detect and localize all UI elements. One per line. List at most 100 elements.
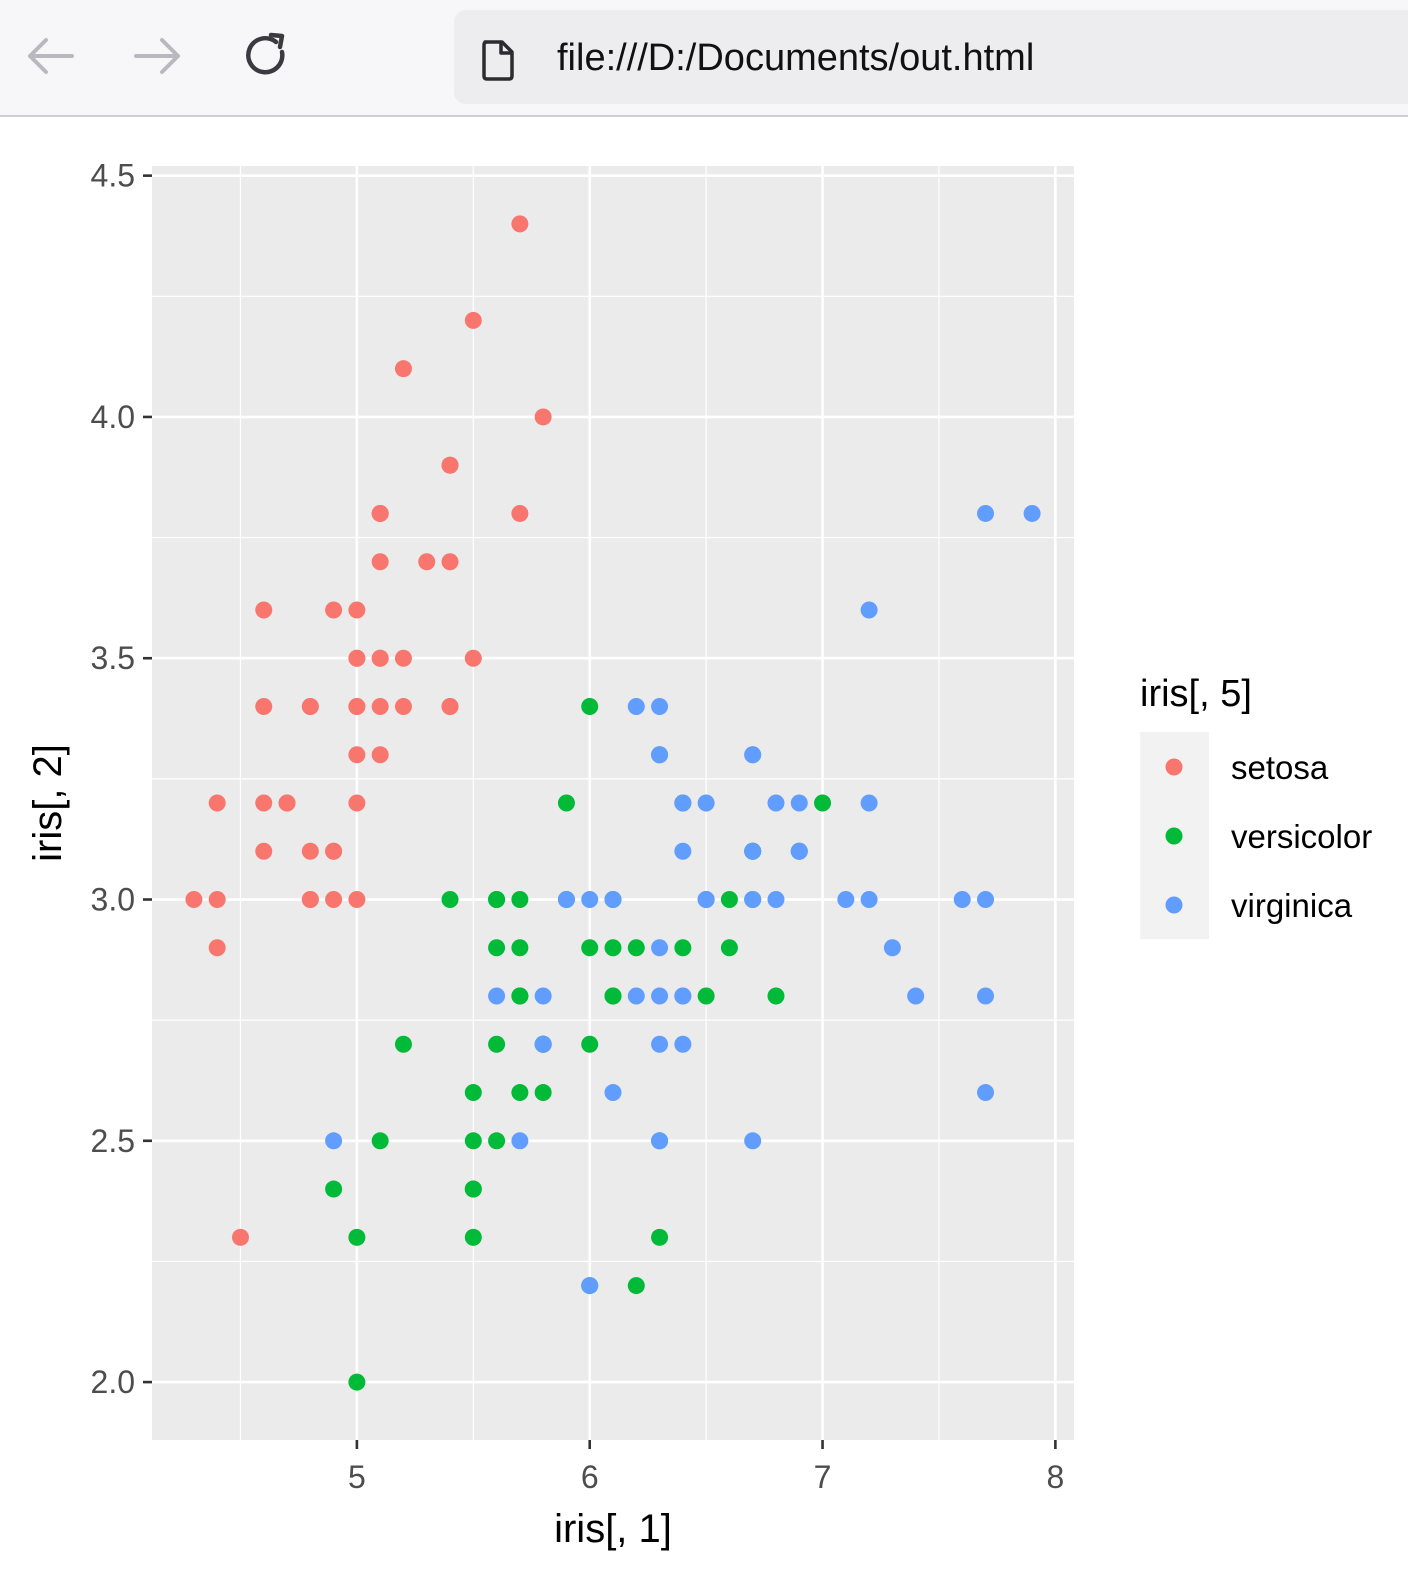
data-point-setosa (348, 794, 366, 812)
data-point-virginica (790, 842, 808, 860)
y-axis-title: iris[, 2] (26, 744, 70, 862)
data-point-setosa (208, 939, 226, 957)
data-point-virginica (651, 1035, 669, 1053)
data-point-setosa (255, 794, 273, 812)
data-point-versicolor (627, 1277, 645, 1295)
y-tick-label: 2.5 (91, 1123, 135, 1159)
data-point-setosa (464, 649, 482, 667)
address-bar[interactable]: file:///D:/Documents/out.html (454, 10, 1408, 104)
data-point-versicolor (464, 1228, 482, 1246)
data-point-virginica (767, 891, 785, 909)
data-point-virginica (674, 1035, 692, 1053)
browser-toolbar: file:///D:/Documents/out.html (0, 0, 1408, 117)
legend-key-virginica (1165, 896, 1183, 914)
y-tick-label: 4.5 (91, 158, 135, 194)
data-point-virginica (534, 987, 552, 1005)
data-point-versicolor (464, 1084, 482, 1102)
data-point-virginica (977, 987, 995, 1005)
x-axis: 5 6 7 8 (348, 1440, 1064, 1495)
data-point-virginica (651, 987, 669, 1005)
data-point-versicolor (511, 891, 529, 909)
legend: iris[, 5] setosa versicolor virginica (1140, 673, 1372, 939)
data-point-setosa (348, 649, 366, 667)
data-point-setosa (418, 553, 436, 571)
data-point-versicolor (441, 891, 459, 909)
data-point-setosa (348, 697, 366, 715)
data-point-setosa (441, 553, 459, 571)
data-point-setosa (255, 842, 273, 860)
data-point-versicolor (604, 987, 622, 1005)
data-point-setosa (348, 891, 366, 909)
x-tick-label: 8 (1046, 1459, 1064, 1495)
data-point-setosa (371, 649, 389, 667)
y-axis: 2.0 2.5 3.0 3.5 4.0 4.5 (91, 158, 152, 1400)
data-point-virginica (977, 891, 995, 909)
data-point-setosa (301, 697, 319, 715)
data-point-versicolor (557, 794, 575, 812)
data-point-versicolor (488, 891, 506, 909)
data-point-versicolor (464, 1132, 482, 1150)
data-point-setosa (208, 891, 226, 909)
data-point-setosa (441, 697, 459, 715)
back-button[interactable] (22, 28, 78, 84)
data-point-versicolor (534, 1084, 552, 1102)
data-point-virginica (860, 794, 878, 812)
legend-title: iris[, 5] (1140, 673, 1252, 715)
data-point-setosa (301, 842, 319, 860)
data-point-virginica (697, 891, 715, 909)
forward-button[interactable] (130, 28, 186, 84)
data-point-versicolor (814, 794, 832, 812)
scatter-chart: 5 6 7 8 2.0 2.5 3.0 3.5 4.0 4.5 iris[, 1] iris[,… (26, 158, 1372, 1551)
data-point-virginica (581, 1277, 599, 1295)
data-point-versicolor (348, 1228, 366, 1246)
data-point-virginica (744, 1132, 762, 1150)
data-point-setosa (348, 746, 366, 764)
data-point-versicolor (767, 987, 785, 1005)
legend-label-setosa: setosa (1231, 749, 1329, 786)
data-point-versicolor (697, 987, 715, 1005)
data-point-setosa (208, 794, 226, 812)
data-point-virginica (860, 601, 878, 619)
data-point-virginica (627, 697, 645, 715)
data-point-versicolor (464, 1180, 482, 1198)
data-point-versicolor (511, 1084, 529, 1102)
data-point-virginica (860, 891, 878, 909)
data-point-setosa (255, 697, 273, 715)
data-point-virginica (604, 1084, 622, 1102)
data-point-virginica (604, 891, 622, 909)
data-point-virginica (627, 987, 645, 1005)
data-point-setosa (534, 408, 552, 426)
x-tick-label: 5 (348, 1459, 366, 1495)
data-point-setosa (301, 891, 319, 909)
data-point-versicolor (488, 1132, 506, 1150)
x-axis-title: iris[, 1] (554, 1507, 672, 1551)
data-point-virginica (511, 1132, 529, 1150)
data-point-virginica (325, 1132, 343, 1150)
data-point-versicolor (651, 1228, 669, 1246)
y-tick-label: 3.0 (91, 882, 135, 918)
data-point-virginica (837, 891, 855, 909)
legend-key-versicolor (1165, 827, 1183, 845)
data-point-setosa (325, 891, 343, 909)
data-point-versicolor (604, 939, 622, 957)
data-point-virginica (953, 891, 971, 909)
data-point-virginica (1023, 504, 1041, 522)
arrow-left-icon (28, 38, 74, 74)
data-point-virginica (697, 794, 715, 812)
data-point-virginica (557, 891, 575, 909)
data-point-setosa (185, 891, 203, 909)
document-icon (482, 40, 514, 81)
legend-label-virginica: virginica (1231, 887, 1353, 924)
data-point-setosa (255, 601, 273, 619)
data-point-versicolor (488, 1035, 506, 1053)
reload-button[interactable] (238, 28, 294, 84)
data-point-virginica (883, 939, 901, 957)
data-point-versicolor (720, 891, 738, 909)
data-point-setosa (464, 311, 482, 329)
data-point-setosa (325, 842, 343, 860)
data-point-virginica (674, 794, 692, 812)
plot-panel (152, 166, 1074, 1440)
data-point-versicolor (511, 939, 529, 957)
data-point-virginica (534, 1035, 552, 1053)
data-point-virginica (977, 504, 995, 522)
